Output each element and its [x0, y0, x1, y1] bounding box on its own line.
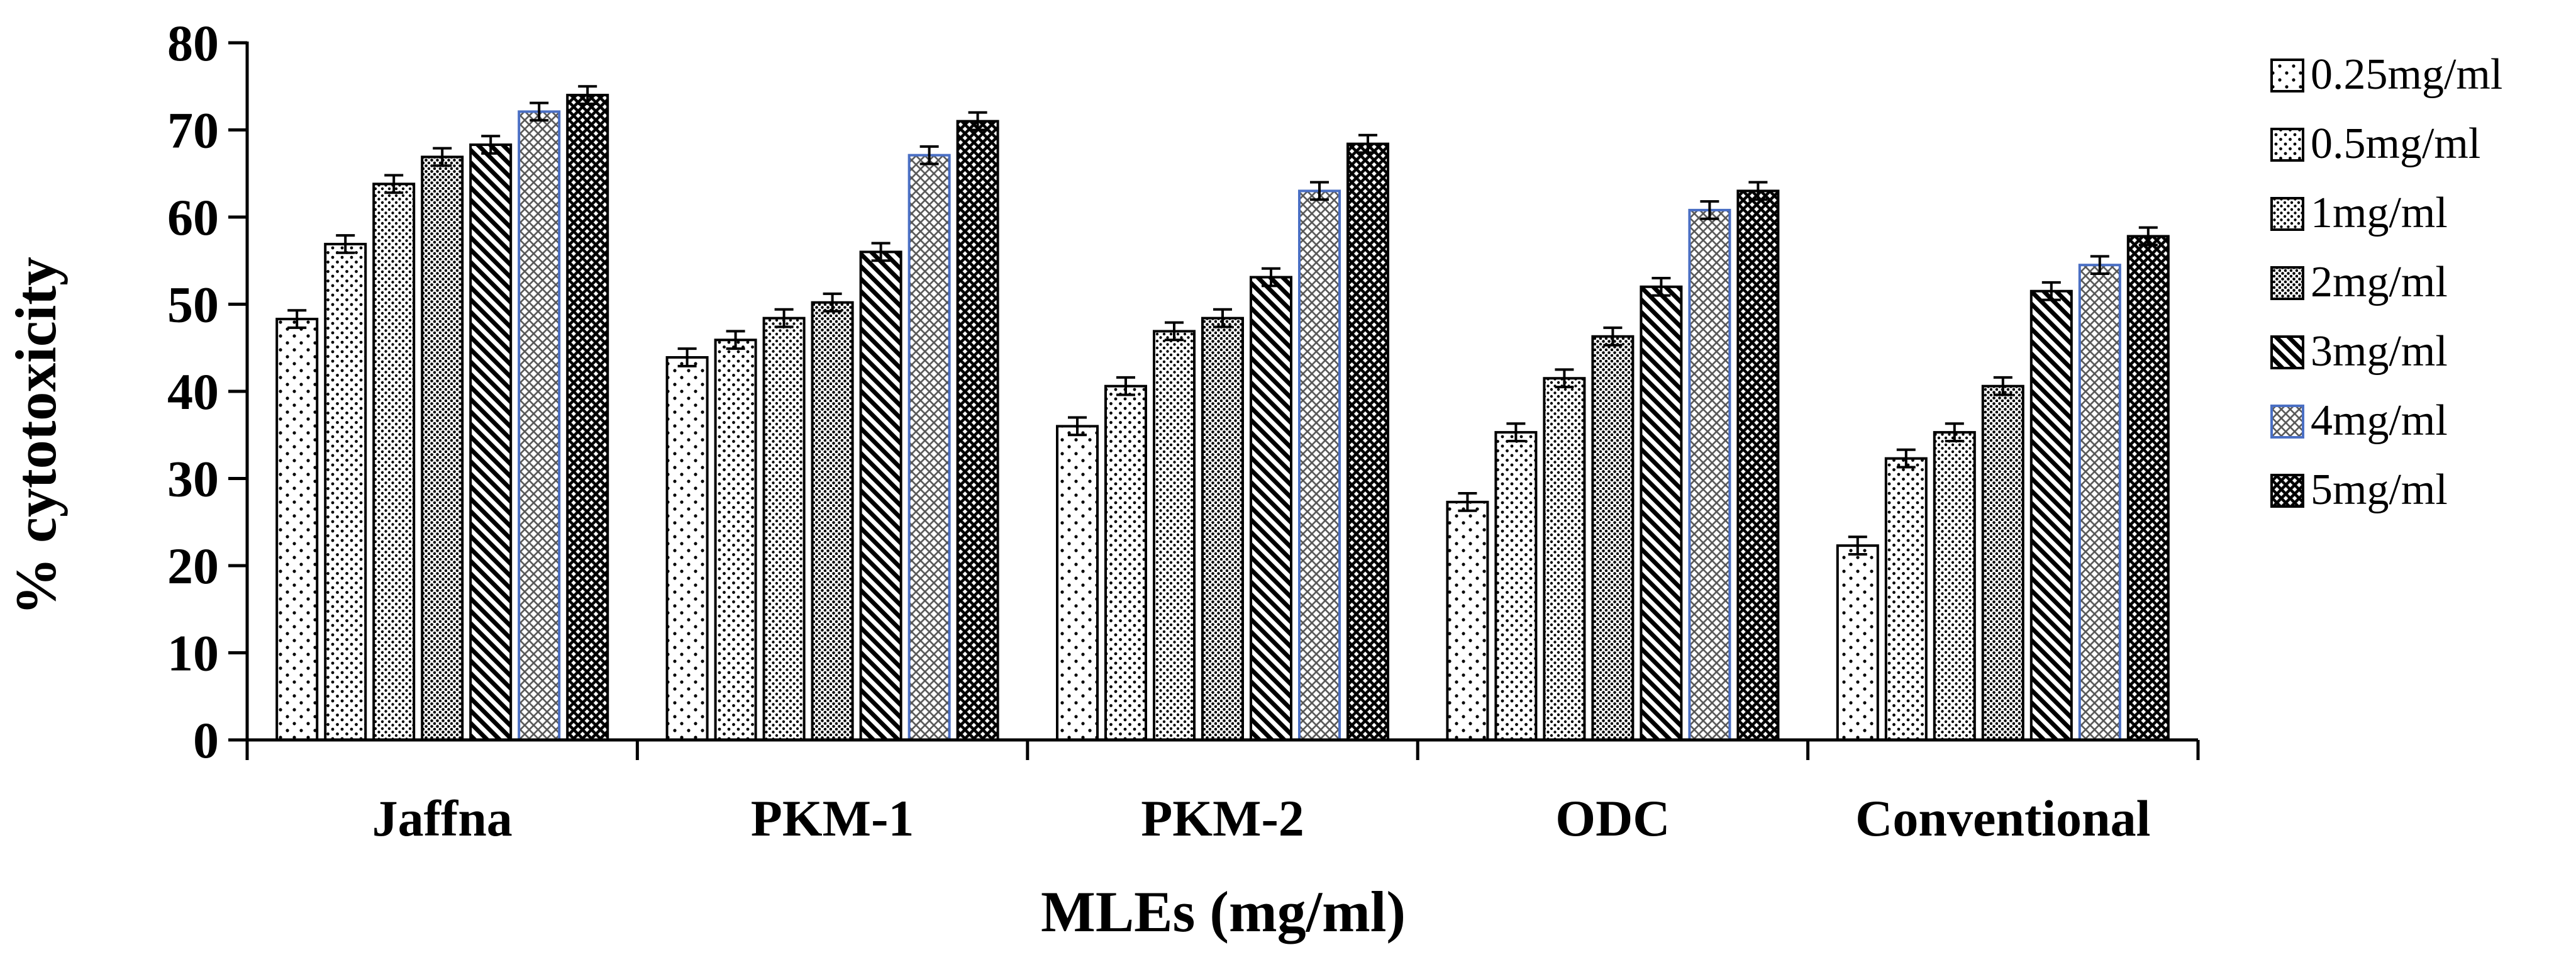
- legend-swatch: [2270, 197, 2304, 231]
- x-tick-label: PKM-1: [751, 790, 914, 847]
- x-tick-label: PKM-2: [1141, 790, 1304, 847]
- legend-swatch: [2270, 59, 2304, 92]
- legend-label: 5mg/ml: [2311, 466, 2448, 514]
- bar-pkm-1-3mgml: [859, 250, 902, 741]
- x-tick-label: Conventional: [1855, 790, 2150, 847]
- bar-pkm-2-3mgml: [1250, 276, 1292, 741]
- bar-conventional-2mgml: [1981, 384, 2024, 741]
- x-tick-label: ODC: [1555, 790, 1670, 847]
- y-tick-label: 80: [167, 14, 219, 72]
- legend-label: 0.5mg/ml: [2311, 120, 2480, 168]
- y-tick-label: 40: [167, 363, 219, 420]
- bar-pkm-2-4mgml: [1298, 189, 1341, 741]
- legend-swatch: [2270, 266, 2304, 300]
- bar-conventional-5mgml: [2126, 235, 2170, 742]
- bar-pkm-1-1mgml: [762, 316, 806, 742]
- bar-jaffna-1mgml: [372, 182, 416, 741]
- y-tick-label: 10: [167, 625, 219, 682]
- bar-pkm-1-4mgml: [908, 154, 951, 742]
- bar-conventional-4mgml: [2078, 264, 2121, 741]
- legend-label: 4mg/ml: [2311, 396, 2448, 445]
- bar-odc-0.25mgml: [1446, 500, 1489, 742]
- x-axis-title: MLEs (mg/ml): [1041, 880, 1406, 944]
- bar-jaffna-3mgml: [469, 143, 513, 742]
- bar-pkm-1-0.25mgml: [665, 355, 709, 741]
- bar-jaffna-0.25mgml: [275, 318, 319, 742]
- legend-swatch: [2270, 335, 2304, 369]
- bar-conventional-0.25mgml: [1836, 544, 1879, 742]
- legend-swatch: [2270, 128, 2304, 162]
- bar-pkm-1-0.5mgml: [714, 339, 757, 741]
- bar-jaffna-4mgml: [518, 110, 561, 742]
- legend-label: 3mg/ml: [2311, 327, 2448, 376]
- y-tick-label: 50: [167, 276, 219, 333]
- y-tick-label: 70: [167, 102, 219, 159]
- x-tick-label: Jaffna: [372, 790, 513, 847]
- bar-pkm-2-1mgml: [1153, 330, 1196, 741]
- bar-odc-2mgml: [1591, 335, 1635, 741]
- bar-odc-0.5mgml: [1494, 431, 1538, 741]
- bar-conventional-0.5mgml: [1884, 457, 1928, 742]
- y-tick-label: 30: [167, 451, 219, 508]
- y-tick-label: 0: [193, 712, 219, 769]
- bar-conventional-1mgml: [1933, 431, 1976, 741]
- bar-pkm-2-0.5mgml: [1104, 384, 1147, 741]
- bar-pkm-2-2mgml: [1201, 316, 1244, 742]
- bar-odc-5mgml: [1736, 189, 1780, 741]
- y-axis-title: % cytotoxicity: [4, 257, 68, 615]
- y-tick-label: 60: [167, 189, 219, 246]
- legend-label: 0.25mg/ml: [2311, 50, 2502, 99]
- bar-pkm-1-5mgml: [956, 120, 999, 741]
- bar-conventional-3mgml: [2029, 289, 2073, 742]
- bar-odc-4mgml: [1688, 208, 1731, 742]
- legend-swatch: [2270, 405, 2304, 439]
- bar-jaffna-0.5mgml: [324, 242, 367, 741]
- bar-pkm-2-5mgml: [1346, 142, 1389, 742]
- bar-jaffna-5mgml: [566, 94, 609, 742]
- legend-swatch: [2270, 474, 2304, 508]
- bar-pkm-2-0.25mgml: [1056, 425, 1099, 742]
- bar-odc-3mgml: [1640, 285, 1683, 741]
- bar-jaffna-2mgml: [421, 155, 464, 741]
- bar-pkm-1-2mgml: [811, 301, 854, 742]
- bar-odc-1mgml: [1543, 377, 1586, 741]
- legend-label: 1mg/ml: [2311, 189, 2448, 237]
- legend-label: 2mg/ml: [2311, 258, 2448, 306]
- y-tick-label: 20: [167, 537, 219, 595]
